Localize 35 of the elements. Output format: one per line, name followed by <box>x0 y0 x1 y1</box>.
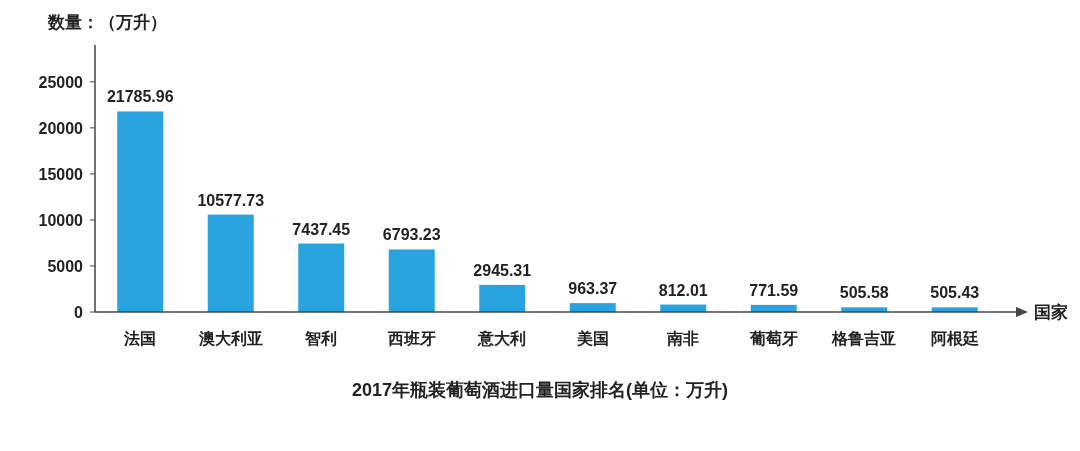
x-tick-label: 澳大利亚 <box>197 330 263 347</box>
data-label: 505.58 <box>839 284 889 302</box>
y-tick-label: 10000 <box>38 211 84 229</box>
y-tick-label: 20000 <box>38 119 84 137</box>
data-label: 10577.73 <box>197 191 265 209</box>
x-tick-label: 西班牙 <box>386 330 436 347</box>
bar <box>479 284 526 312</box>
bar <box>117 111 164 312</box>
data-label: 2945.31 <box>473 261 532 279</box>
y-tick-label: 0 <box>74 304 84 321</box>
x-axis-title: 国家 <box>1034 303 1068 322</box>
y-tick-label: 15000 <box>38 165 84 183</box>
data-label: 771.59 <box>749 281 799 299</box>
x-tick-label: 格鲁吉亚 <box>831 330 897 347</box>
data-label: 505.43 <box>930 284 980 302</box>
data-label: 21785.96 <box>106 88 174 106</box>
bar <box>298 243 345 312</box>
bar <box>569 303 616 312</box>
data-label: 7437.45 <box>292 220 351 238</box>
data-label: 963.37 <box>568 280 618 298</box>
y-tick-label: 25000 <box>38 73 84 91</box>
text: 2017年瓶装葡萄酒进口量国家排名(单位：万升) <box>351 380 729 400</box>
y-axis-title: 数量：（万升） <box>47 13 167 32</box>
data-label: 812.01 <box>658 281 708 299</box>
x-tick-label: 法国 <box>123 330 157 347</box>
x-tick-label: 阿根廷 <box>930 330 979 347</box>
x-tick-label: 葡萄牙 <box>748 330 798 347</box>
x-tick-label: 美国 <box>575 329 609 347</box>
x-tick-label: 意大利 <box>477 330 527 347</box>
y-tick-label: 5000 <box>47 257 84 275</box>
data-label: 6793.23 <box>382 226 441 244</box>
bar <box>207 214 254 312</box>
x-tick-label: 南非 <box>666 330 700 347</box>
x-tick-label: 智利 <box>304 330 338 347</box>
bar <box>388 249 435 312</box>
